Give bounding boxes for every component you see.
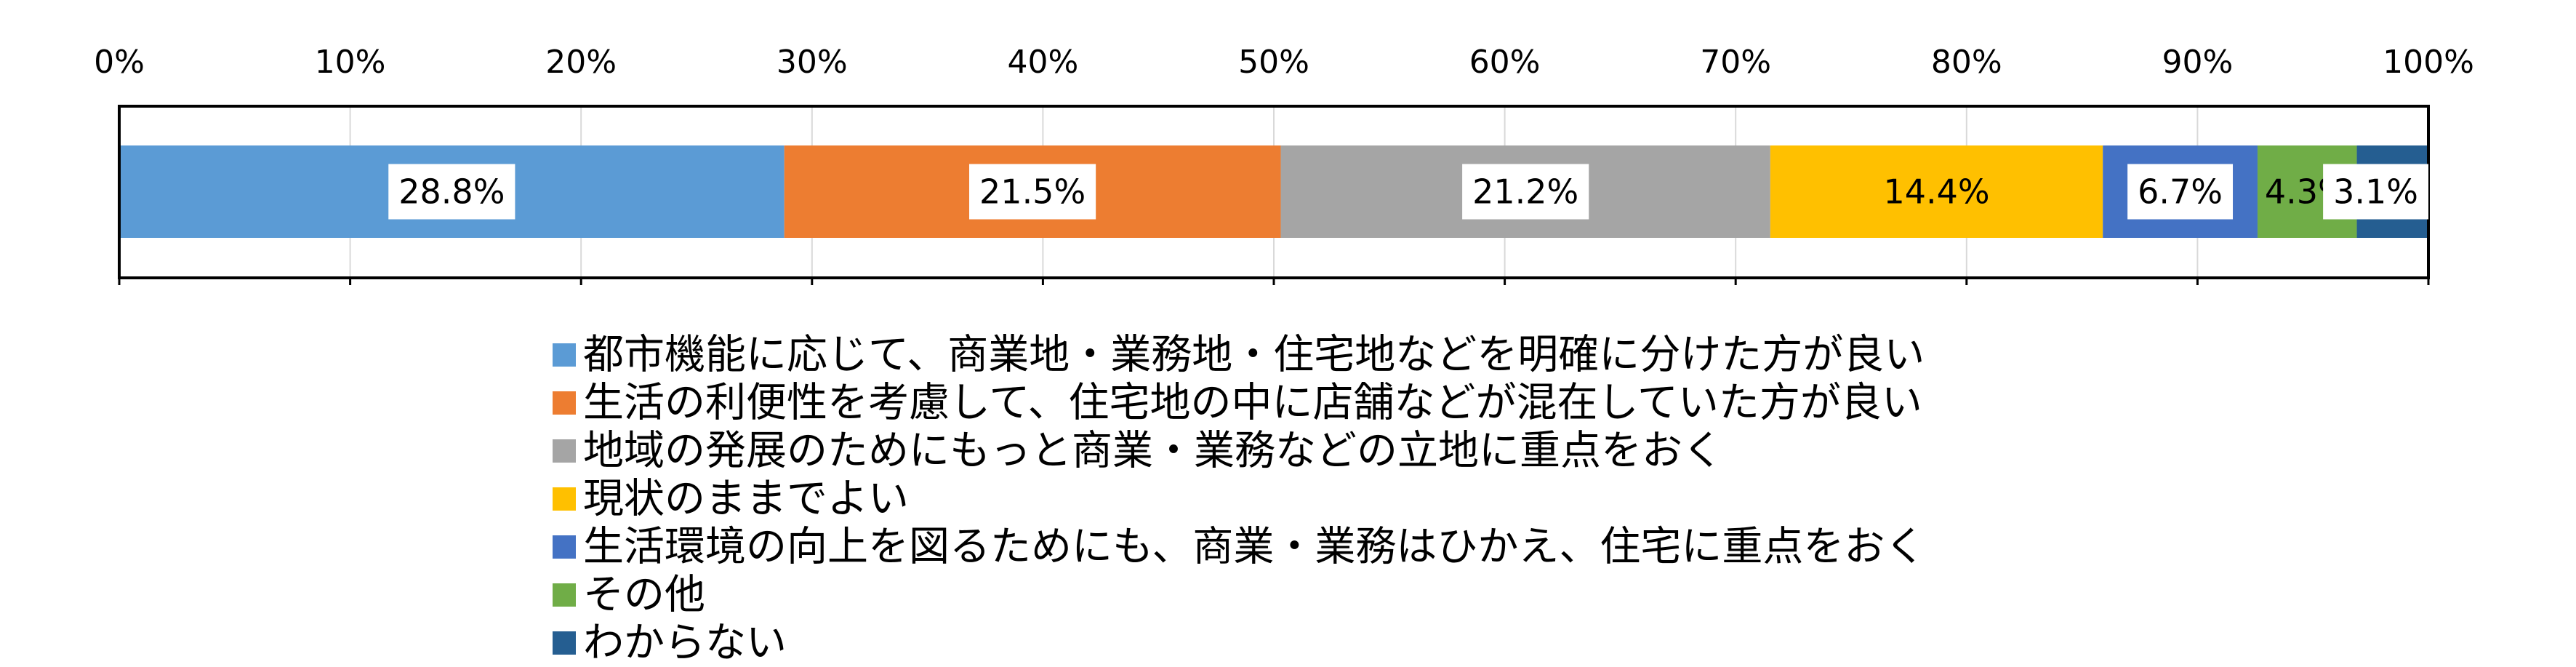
- legend-item: 現状のままでよい: [553, 476, 909, 523]
- data-label-group: 14.4%: [1883, 172, 1989, 212]
- bar-segment: [1770, 145, 2103, 238]
- legend-label: 地域の発展のためにもっと商業・業務などの立地に重点をおく: [583, 428, 1723, 475]
- data-label-box: [969, 164, 1096, 220]
- legend-swatch: [553, 631, 576, 655]
- legend-item: わからない: [553, 620, 787, 667]
- data-label: 6.7%: [2138, 172, 2223, 212]
- data-label-group: 21.2%: [1462, 164, 1589, 220]
- data-label-box: [388, 164, 515, 220]
- data-label-group: 6.7%: [2127, 164, 2234, 220]
- data-label: 21.2%: [1472, 172, 1578, 212]
- x-tick-label: 30%: [777, 44, 848, 81]
- legend-label: その他: [583, 572, 705, 619]
- legend-item: 地域の発展のためにもっと商業・業務などの立地に重点をおく: [553, 428, 1723, 475]
- x-tick-label: 80%: [1931, 44, 2002, 81]
- x-tick-label: 70%: [1700, 44, 1771, 81]
- legend-item: 生活の利便性を考慮して、住宅地の中に店舗などが混在していた方が良い: [553, 380, 1922, 427]
- legend-swatch: [553, 583, 576, 607]
- legend-label: 現状のままでよい: [583, 476, 909, 523]
- legend-label: 都市機能に応じて、商業地・業務地・住宅地などを明確に分けた方が良い: [583, 332, 1925, 379]
- data-label-group: 28.8%: [388, 164, 515, 220]
- x-tick-label: 90%: [2162, 44, 2234, 81]
- legend-swatch: [553, 439, 576, 463]
- legend-label: わからない: [583, 620, 787, 667]
- legend: 都市機能に応じて、商業地・業務地・住宅地などを明確に分けた方が良い生活の利便性を…: [553, 332, 1925, 667]
- x-tick-label: 0%: [94, 44, 145, 81]
- data-label-group: 3.1%: [2323, 164, 2428, 220]
- data-label: 28.8%: [398, 172, 505, 212]
- data-label: 14.4%: [1883, 172, 1989, 212]
- data-label: 21.5%: [979, 172, 1086, 212]
- legend-swatch: [553, 535, 576, 559]
- x-axis-tick-labels: 0% 10% 20% 30% 40% 50% 60% 70% 80% 90% 100%: [94, 44, 2474, 81]
- x-tick-label: 10%: [315, 44, 386, 81]
- data-label-group: 21.5%: [969, 164, 1096, 220]
- x-tick-label: 20%: [545, 44, 617, 81]
- legend-item: その他: [553, 572, 705, 619]
- data-label-box: [2323, 164, 2428, 220]
- plot-area: 28.8% 21.5% 21.2% 14.4% 6.7% 4.3%3.1%: [118, 105, 2430, 285]
- legend-item: 生活環境の向上を図るためにも、商業・業務はひかえ、住宅に重点をおく: [553, 524, 1925, 571]
- x-tick-label: 40%: [1008, 44, 1079, 81]
- data-label-box: [2127, 164, 2234, 220]
- legend-swatch: [553, 487, 576, 511]
- legend-swatch: [553, 343, 576, 367]
- legend-label: 生活環境の向上を図るためにも、商業・業務はひかえ、住宅に重点をおく: [583, 524, 1925, 571]
- legend-item: 都市機能に応じて、商業地・業務地・住宅地などを明確に分けた方が良い: [553, 332, 1925, 379]
- x-tick-label: 60%: [1469, 44, 1541, 81]
- legend-label: 生活の利便性を考慮して、住宅地の中に店舗などが混在していた方が良い: [583, 380, 1922, 427]
- legend-swatch: [553, 391, 576, 415]
- x-tick-label: 100%: [2383, 44, 2474, 81]
- data-label-box: [1462, 164, 1589, 220]
- data-label: 3.1%: [2333, 172, 2418, 212]
- x-tick-label: 50%: [1238, 44, 1309, 81]
